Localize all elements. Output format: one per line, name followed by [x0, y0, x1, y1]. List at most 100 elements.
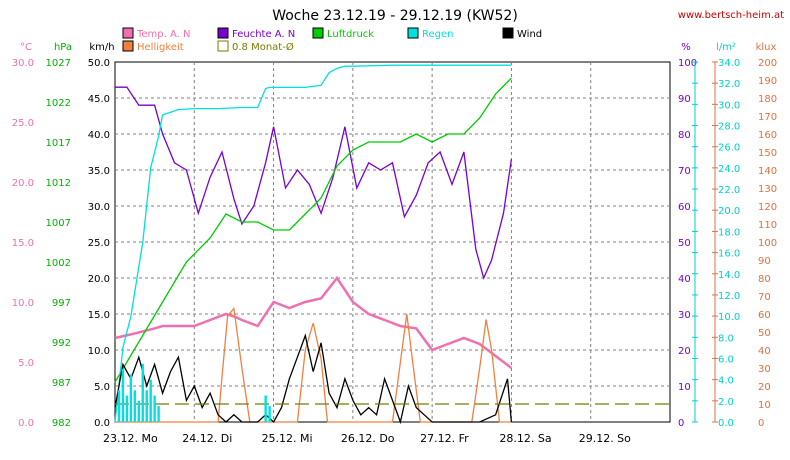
lux-tick-label-3: 30: [758, 364, 771, 375]
rain-bar-10: [157, 406, 160, 422]
humidity-axis-unit: %: [681, 42, 691, 53]
x-tick-label-5: 28.12. Sa: [499, 432, 551, 445]
pressure-tick-label-1: 987: [52, 378, 71, 389]
wind-tick-label-3: 15.0: [88, 310, 110, 321]
pressure-tick-label-3: 997: [52, 298, 71, 309]
pressure-tick-label-8: 1022: [46, 98, 71, 109]
humidity-tick-label-10: 100: [678, 58, 697, 69]
rain-bar-5: [137, 400, 140, 422]
rain-bar-1: [121, 369, 125, 422]
lux-tick-label-9: 90: [758, 256, 771, 267]
rain-bar-8: [149, 379, 152, 422]
legend: Temp. A. N Helligkeit Feuchte A. N0.8 Mona…: [122, 27, 542, 53]
legend-swatch-2: [217, 27, 229, 39]
rain-tick-label-16: 32.0: [718, 79, 740, 90]
lux-tick-label-4: 40: [758, 346, 771, 357]
series-line-2: [115, 86, 513, 280]
humidity-tick-label-2: 20: [678, 346, 691, 357]
rain-bar-3: [129, 374, 133, 422]
x-tick-label-6: 29.12. So: [579, 432, 631, 445]
humidity-tick-label-5: 50: [678, 238, 691, 249]
lux-tick-label-17: 170: [758, 112, 777, 123]
lux-tick-label-6: 60: [758, 310, 771, 321]
axes: 0.0 5.0 10.0 15.0 20.0 25.0 30.0 °C 982 987 992 997…: [12, 42, 777, 445]
wind-tick-label-2: 10.0: [88, 346, 110, 357]
legend-swatch-3: [217, 40, 229, 52]
rain-tick-label-7: 14.0: [718, 270, 740, 281]
lux-axis-unit: klux: [756, 42, 777, 53]
rain-axis-unit: l/m²: [716, 42, 736, 53]
rain-tick-label-6: 12.0: [718, 291, 740, 302]
humidity-tick-label-8: 80: [678, 130, 691, 141]
rain-tick-label-0: 0.0: [718, 418, 734, 429]
grid: [114, 61, 671, 423]
rain-tick-label-15: 30.0: [718, 100, 740, 111]
rain-bar-2: [125, 395, 129, 422]
rain-tick-label-8: 16.0: [718, 249, 740, 260]
x-tick-label-4: 27.12. Fr: [420, 432, 469, 445]
wind-tick-label-4: 20.0: [88, 274, 110, 285]
rain-tick-label-17: 34.0: [718, 58, 740, 69]
pressure-tick-label-9: 1027: [46, 58, 71, 69]
lux-tick-label-1: 10: [758, 400, 771, 411]
lux-tick-label-11: 110: [758, 220, 777, 231]
rain-bar-0: [117, 390, 121, 422]
wind-tick-label-7: 35.0: [88, 166, 110, 177]
legend-swatch-5: [407, 27, 419, 39]
rain-tick-label-2: 4.0: [718, 376, 734, 387]
pressure-tick-label-5: 1007: [46, 218, 71, 229]
wind-tick-label-9: 45.0: [88, 94, 110, 105]
rain-tick-label-12: 24.0: [718, 164, 740, 175]
temp-tick-label-6: 30.0: [12, 58, 34, 69]
rain-bar-7: [145, 390, 148, 422]
pressure-tick-label-0: 982: [52, 418, 71, 429]
wind-tick-label-6: 30.0: [88, 202, 110, 213]
legend-label-6: Wind: [517, 29, 542, 40]
lux-tick-label-15: 150: [758, 148, 777, 159]
wind-axis-unit: km/h: [89, 42, 114, 53]
lux-tick-label-7: 70: [758, 292, 771, 303]
rain-bar-6: [141, 363, 144, 422]
x-tick-label-2: 25.12. Mi: [262, 432, 313, 445]
rain-tick-label-13: 26.0: [718, 143, 740, 154]
legend-label-5: Regen: [422, 29, 454, 40]
lux-tick-label-10: 100: [758, 238, 777, 249]
rain-tick-label-10: 20.0: [718, 206, 740, 217]
temp-tick-label-1: 5.0: [18, 358, 34, 369]
series-line-3: [114, 77, 512, 383]
x-tick-label-3: 26.12. Do: [341, 432, 395, 445]
rain-bar-4: [133, 390, 137, 422]
rain-tick-label-14: 28.0: [718, 122, 740, 133]
legend-swatch-4: [312, 27, 324, 39]
humidity-tick-label-6: 60: [678, 202, 691, 213]
humidity-tick-label-7: 70: [678, 166, 691, 177]
series-line-4: [114, 64, 512, 423]
humidity-tick-label-4: 40: [678, 274, 691, 285]
pressure-tick-label-6: 1012: [46, 178, 71, 189]
wind-tick-label-1: 5.0: [94, 382, 110, 393]
lux-tick-label-19: 190: [758, 76, 777, 87]
series-line-0: [114, 275, 513, 369]
humidity-tick-label-1: 10: [678, 382, 691, 393]
lux-tick-label-2: 20: [758, 382, 771, 393]
legend-label-3: 0.8 Monat-Ø: [232, 41, 294, 53]
rain-tick-label-5: 10.0: [718, 312, 740, 323]
x-tick-label-1: 24.12. Di: [182, 432, 232, 445]
rain-tick-label-9: 18.0: [718, 227, 740, 238]
legend-label-0: Temp. A. N: [136, 29, 191, 40]
humidity-tick-label-0: 0: [678, 418, 684, 429]
lux-tick-label-12: 120: [758, 202, 777, 213]
wind-tick-label-5: 25.0: [88, 238, 110, 249]
temp-tick-label-0: 0.0: [18, 418, 34, 429]
wind-tick-label-10: 50.0: [88, 58, 110, 69]
temp-tick-label-3: 15.0: [12, 238, 34, 249]
rain-bar-9: [153, 395, 156, 422]
temp-tick-label-5: 25.0: [12, 118, 34, 129]
lux-tick-label-0: 0: [758, 418, 764, 429]
legend-label-1: Helligkeit: [137, 42, 184, 53]
lux-tick-label-14: 140: [758, 166, 777, 177]
pressure-tick-label-2: 992: [52, 338, 71, 349]
legend-swatch-1: [122, 40, 134, 52]
rain-bar-11: [264, 395, 267, 422]
legend-swatch-6: [502, 27, 514, 39]
